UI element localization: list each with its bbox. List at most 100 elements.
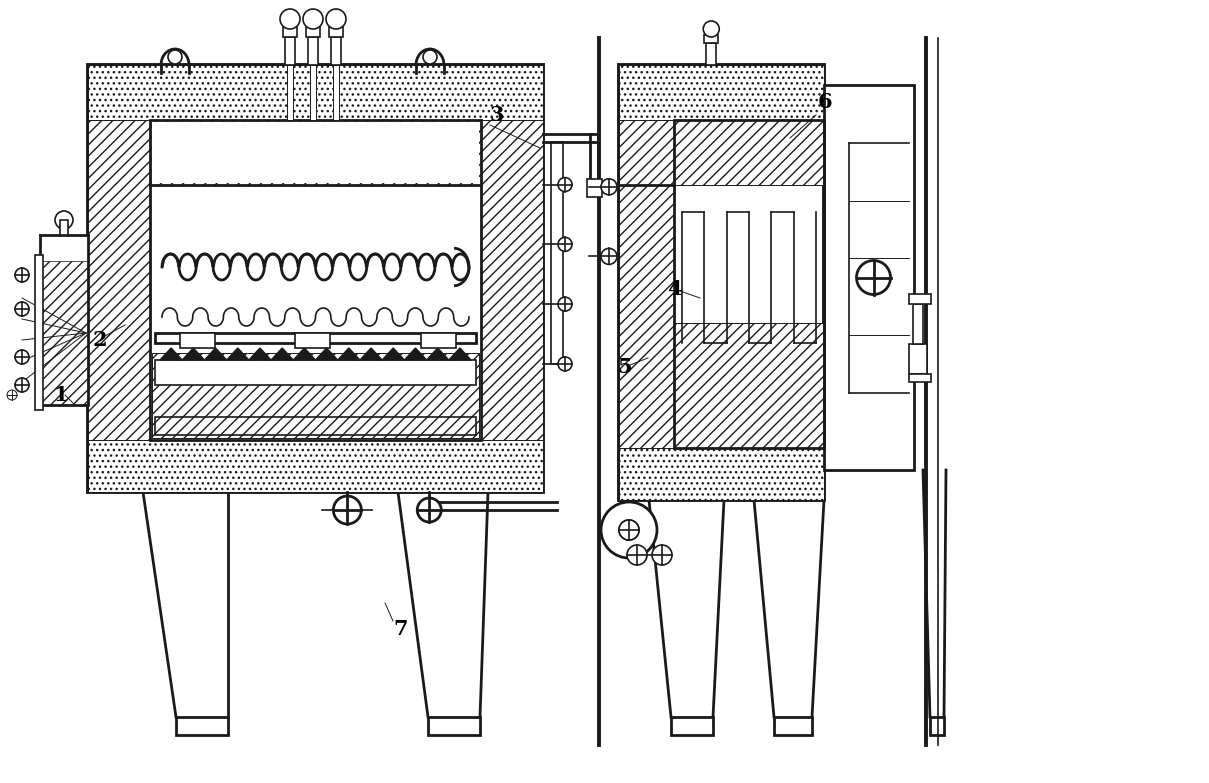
Polygon shape bbox=[249, 348, 271, 360]
Bar bbox=[152, 122, 479, 183]
Circle shape bbox=[619, 520, 640, 540]
Text: 7: 7 bbox=[393, 619, 407, 639]
Circle shape bbox=[652, 545, 672, 565]
Bar bbox=[930, 717, 944, 735]
Bar bbox=[706, 43, 716, 65]
Bar bbox=[825, 85, 914, 470]
Circle shape bbox=[559, 357, 572, 371]
Bar bbox=[40, 260, 88, 405]
Polygon shape bbox=[226, 348, 249, 360]
Polygon shape bbox=[183, 348, 204, 360]
Bar bbox=[619, 120, 825, 185]
Text: 2: 2 bbox=[93, 330, 108, 350]
Bar bbox=[331, 37, 341, 65]
Bar bbox=[155, 360, 476, 385]
Bar bbox=[909, 294, 931, 304]
Polygon shape bbox=[427, 348, 449, 360]
Bar bbox=[619, 65, 825, 500]
Bar bbox=[180, 333, 215, 348]
Bar bbox=[421, 333, 456, 348]
Bar bbox=[909, 344, 927, 373]
Bar bbox=[60, 220, 68, 235]
Text: 5: 5 bbox=[617, 357, 631, 377]
Circle shape bbox=[627, 545, 647, 565]
Polygon shape bbox=[337, 348, 360, 360]
Bar bbox=[329, 27, 343, 37]
Bar bbox=[88, 65, 543, 120]
Bar bbox=[285, 37, 295, 65]
Bar bbox=[671, 717, 713, 735]
Polygon shape bbox=[143, 492, 229, 717]
Bar bbox=[152, 353, 479, 438]
Text: 6: 6 bbox=[818, 92, 833, 112]
Bar bbox=[150, 120, 481, 185]
Circle shape bbox=[168, 50, 183, 64]
Bar bbox=[35, 255, 44, 410]
Bar bbox=[619, 120, 673, 448]
Bar bbox=[295, 333, 330, 348]
Bar bbox=[88, 65, 543, 492]
Polygon shape bbox=[160, 348, 183, 360]
Circle shape bbox=[601, 248, 617, 265]
Circle shape bbox=[334, 496, 361, 524]
Circle shape bbox=[303, 9, 323, 29]
Text: 3: 3 bbox=[490, 105, 504, 125]
Bar bbox=[673, 323, 825, 448]
Bar bbox=[705, 35, 718, 43]
Polygon shape bbox=[649, 500, 724, 717]
Bar bbox=[283, 27, 297, 37]
Circle shape bbox=[559, 297, 572, 311]
Circle shape bbox=[15, 350, 29, 364]
Polygon shape bbox=[271, 348, 294, 360]
Circle shape bbox=[601, 502, 656, 558]
Polygon shape bbox=[398, 492, 488, 717]
Bar bbox=[88, 120, 150, 440]
Circle shape bbox=[559, 237, 572, 251]
Circle shape bbox=[280, 9, 300, 29]
Bar bbox=[619, 65, 825, 120]
Bar bbox=[287, 65, 293, 120]
Text: 4: 4 bbox=[667, 279, 682, 299]
Polygon shape bbox=[449, 348, 472, 360]
Circle shape bbox=[856, 261, 891, 294]
Bar bbox=[88, 440, 543, 492]
Circle shape bbox=[7, 390, 17, 400]
Bar bbox=[306, 27, 320, 37]
Circle shape bbox=[619, 520, 640, 540]
Bar bbox=[428, 717, 480, 735]
Polygon shape bbox=[40, 235, 88, 260]
Bar bbox=[150, 120, 481, 440]
Circle shape bbox=[54, 211, 73, 229]
Bar bbox=[551, 142, 563, 364]
Polygon shape bbox=[294, 348, 316, 360]
Bar bbox=[909, 373, 931, 382]
Polygon shape bbox=[922, 470, 945, 717]
Polygon shape bbox=[360, 348, 382, 360]
Bar bbox=[310, 65, 316, 120]
Bar bbox=[913, 304, 922, 344]
Bar bbox=[332, 65, 339, 120]
Bar bbox=[481, 120, 543, 440]
Bar bbox=[774, 717, 812, 735]
Circle shape bbox=[15, 268, 29, 282]
Circle shape bbox=[15, 378, 29, 392]
Bar bbox=[155, 333, 476, 343]
Circle shape bbox=[423, 50, 436, 64]
Bar bbox=[673, 120, 825, 448]
Polygon shape bbox=[204, 348, 226, 360]
Polygon shape bbox=[754, 500, 825, 717]
Circle shape bbox=[326, 9, 346, 29]
Circle shape bbox=[601, 179, 617, 195]
Text: 1: 1 bbox=[53, 385, 68, 405]
Circle shape bbox=[559, 178, 572, 192]
Polygon shape bbox=[382, 348, 404, 360]
Bar bbox=[155, 417, 476, 435]
Circle shape bbox=[15, 302, 29, 316]
Bar bbox=[619, 448, 825, 500]
Circle shape bbox=[417, 498, 441, 522]
Bar bbox=[177, 717, 229, 735]
Polygon shape bbox=[316, 348, 337, 360]
Bar bbox=[308, 37, 318, 65]
Polygon shape bbox=[404, 348, 427, 360]
Circle shape bbox=[704, 21, 719, 37]
